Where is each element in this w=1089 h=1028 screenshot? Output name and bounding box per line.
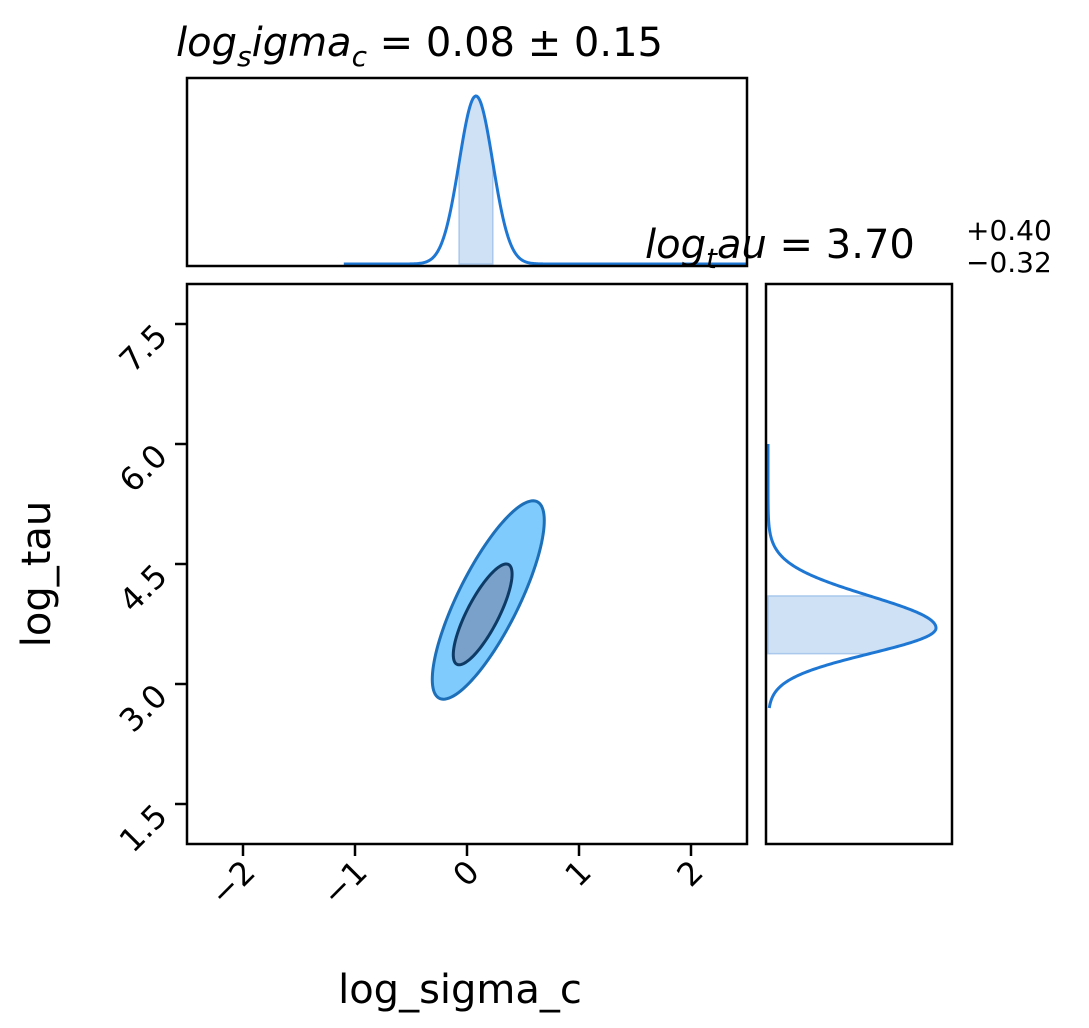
y-tick-label: 6.0 [112, 437, 175, 500]
title2-sub: t [706, 242, 718, 275]
title1-prefix: log [176, 20, 237, 66]
x-axis-ticks: −2 −1 0 1 2 [202, 844, 711, 913]
x-tick-label: −2 [202, 853, 262, 913]
right-marginal-curve [766, 444, 938, 709]
right-marginal-title: logtau = 3.70 [645, 222, 915, 275]
right-marginal-band [767, 595, 937, 655]
x-axis-label: log_sigma_c [338, 967, 582, 1013]
title1-mid: igma [252, 20, 352, 66]
y-tick-label: 3.0 [112, 677, 175, 740]
x-tick-label: −1 [314, 853, 374, 913]
y-axis-ticks: 1.5 3.0 4.5 6.0 7.5 [112, 317, 187, 860]
y-tick-label: 1.5 [112, 797, 175, 860]
right-title-plus: +0.40 [966, 214, 1052, 247]
title1-sub: s [237, 40, 252, 73]
top-marginal-curve [343, 94, 747, 266]
right-marginal-panel [764, 282, 954, 846]
top-marginal-title: logsigmac = 0.08 ± 0.15 [176, 20, 663, 73]
x-tick-label: 1 [557, 853, 598, 894]
right-marginal-frame [764, 282, 954, 846]
title2-mid: au [717, 222, 767, 268]
right-title-minus: −0.32 [966, 246, 1052, 279]
y-axis-label: log_tau [14, 501, 60, 648]
x-tick-label: 2 [669, 853, 710, 894]
joint-frame [185, 282, 749, 846]
inner-contour [451, 562, 514, 667]
top-marginal-band [458, 95, 494, 265]
y-tick-label: 7.5 [112, 317, 175, 380]
title1-sub2: c [352, 40, 368, 73]
top-marginal-frame [185, 76, 749, 268]
y-tick-label: 4.5 [112, 557, 175, 620]
x-tick-label: 0 [445, 853, 486, 894]
title2-value: = 3.70 [767, 222, 915, 268]
title2-prefix: log [645, 222, 706, 268]
joint-panel: −2 −1 0 1 2 1.5 3.0 4.5 6.0 7.5 [112, 282, 749, 913]
top-marginal-panel [185, 76, 749, 268]
title1-value: = 0.08 ± 0.15 [367, 20, 663, 66]
